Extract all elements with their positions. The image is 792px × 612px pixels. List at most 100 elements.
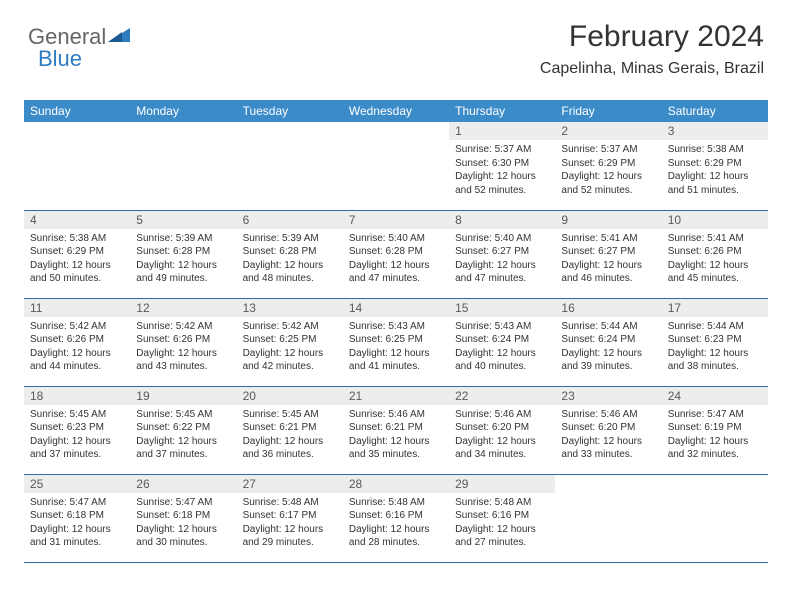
weekday-header: Saturday: [662, 100, 768, 122]
day-cell: 8Sunrise: 5:40 AMSunset: 6:27 PMDaylight…: [449, 210, 555, 298]
day-number: 9: [555, 211, 661, 229]
daylight-line1: Daylight: 12 hours: [561, 347, 655, 361]
day-cell: 7Sunrise: 5:40 AMSunset: 6:28 PMDaylight…: [343, 210, 449, 298]
daylight-line1: Daylight: 12 hours: [30, 347, 124, 361]
day-number: 6: [237, 211, 343, 229]
day-details: Sunrise: 5:48 AMSunset: 6:17 PMDaylight:…: [237, 493, 343, 554]
page-title: February 2024: [540, 20, 764, 54]
sunrise-line: Sunrise: 5:46 AM: [349, 408, 443, 422]
day-cell: 19Sunrise: 5:45 AMSunset: 6:22 PMDayligh…: [130, 386, 236, 474]
weekday-header: Monday: [130, 100, 236, 122]
day-number: 28: [343, 475, 449, 493]
day-details: Sunrise: 5:37 AMSunset: 6:30 PMDaylight:…: [449, 140, 555, 201]
sunrise-line: Sunrise: 5:38 AM: [668, 143, 762, 157]
calendar-table: SundayMondayTuesdayWednesdayThursdayFrid…: [24, 100, 768, 563]
daylight-line1: Daylight: 12 hours: [455, 435, 549, 449]
sunset-line: Sunset: 6:29 PM: [30, 245, 124, 259]
day-details: Sunrise: 5:46 AMSunset: 6:20 PMDaylight:…: [555, 405, 661, 466]
daylight-line2: and 47 minutes.: [455, 272, 549, 286]
sunrise-line: Sunrise: 5:45 AM: [30, 408, 124, 422]
weekday-header: Thursday: [449, 100, 555, 122]
daylight-line1: Daylight: 12 hours: [349, 523, 443, 537]
daylight-line2: and 46 minutes.: [561, 272, 655, 286]
daylight-line1: Daylight: 12 hours: [561, 259, 655, 273]
weekday-header: Tuesday: [237, 100, 343, 122]
day-cell: 10Sunrise: 5:41 AMSunset: 6:26 PMDayligh…: [662, 210, 768, 298]
daylight-line2: and 50 minutes.: [30, 272, 124, 286]
day-cell: 23Sunrise: 5:46 AMSunset: 6:20 PMDayligh…: [555, 386, 661, 474]
sunset-line: Sunset: 6:23 PM: [30, 421, 124, 435]
day-details: Sunrise: 5:47 AMSunset: 6:19 PMDaylight:…: [662, 405, 768, 466]
calendar-row: 4Sunrise: 5:38 AMSunset: 6:29 PMDaylight…: [24, 210, 768, 298]
sunrise-line: Sunrise: 5:44 AM: [668, 320, 762, 334]
day-details: Sunrise: 5:47 AMSunset: 6:18 PMDaylight:…: [130, 493, 236, 554]
day-number: 21: [343, 387, 449, 405]
sunrise-line: Sunrise: 5:48 AM: [243, 496, 337, 510]
empty-cell: [24, 122, 130, 210]
calendar-row: 11Sunrise: 5:42 AMSunset: 6:26 PMDayligh…: [24, 298, 768, 386]
day-cell: 24Sunrise: 5:47 AMSunset: 6:19 PMDayligh…: [662, 386, 768, 474]
daylight-line1: Daylight: 12 hours: [349, 259, 443, 273]
day-details: Sunrise: 5:45 AMSunset: 6:21 PMDaylight:…: [237, 405, 343, 466]
calendar-row: 1Sunrise: 5:37 AMSunset: 6:30 PMDaylight…: [24, 122, 768, 210]
sunset-line: Sunset: 6:27 PM: [561, 245, 655, 259]
day-number: 25: [24, 475, 130, 493]
day-details: Sunrise: 5:40 AMSunset: 6:28 PMDaylight:…: [343, 229, 449, 290]
day-details: Sunrise: 5:37 AMSunset: 6:29 PMDaylight:…: [555, 140, 661, 201]
day-number: 12: [130, 299, 236, 317]
sunrise-line: Sunrise: 5:46 AM: [561, 408, 655, 422]
day-cell: 21Sunrise: 5:46 AMSunset: 6:21 PMDayligh…: [343, 386, 449, 474]
sunrise-line: Sunrise: 5:40 AM: [455, 232, 549, 246]
daylight-line1: Daylight: 12 hours: [30, 435, 124, 449]
day-cell: 13Sunrise: 5:42 AMSunset: 6:25 PMDayligh…: [237, 298, 343, 386]
daylight-line1: Daylight: 12 hours: [243, 435, 337, 449]
daylight-line1: Daylight: 12 hours: [243, 259, 337, 273]
sunset-line: Sunset: 6:17 PM: [243, 509, 337, 523]
daylight-line1: Daylight: 12 hours: [349, 435, 443, 449]
daylight-line1: Daylight: 12 hours: [668, 347, 762, 361]
sunrise-line: Sunrise: 5:48 AM: [455, 496, 549, 510]
daylight-line1: Daylight: 12 hours: [455, 347, 549, 361]
day-details: Sunrise: 5:44 AMSunset: 6:24 PMDaylight:…: [555, 317, 661, 378]
day-cell: 14Sunrise: 5:43 AMSunset: 6:25 PMDayligh…: [343, 298, 449, 386]
sunset-line: Sunset: 6:16 PM: [455, 509, 549, 523]
sunset-line: Sunset: 6:25 PM: [243, 333, 337, 347]
sunrise-line: Sunrise: 5:47 AM: [30, 496, 124, 510]
day-cell: 15Sunrise: 5:43 AMSunset: 6:24 PMDayligh…: [449, 298, 555, 386]
sunrise-line: Sunrise: 5:48 AM: [349, 496, 443, 510]
sunrise-line: Sunrise: 5:41 AM: [668, 232, 762, 246]
daylight-line1: Daylight: 12 hours: [136, 259, 230, 273]
sunset-line: Sunset: 6:24 PM: [455, 333, 549, 347]
day-details: Sunrise: 5:40 AMSunset: 6:27 PMDaylight:…: [449, 229, 555, 290]
day-number: 8: [449, 211, 555, 229]
sunrise-line: Sunrise: 5:39 AM: [136, 232, 230, 246]
daylight-line2: and 34 minutes.: [455, 448, 549, 462]
day-number: 3: [662, 122, 768, 140]
empty-cell: [130, 122, 236, 210]
daylight-line2: and 40 minutes.: [455, 360, 549, 374]
sunset-line: Sunset: 6:26 PM: [136, 333, 230, 347]
daylight-line2: and 28 minutes.: [349, 536, 443, 550]
brand-text-blue: Blue: [38, 46, 82, 71]
sunset-line: Sunset: 6:24 PM: [561, 333, 655, 347]
daylight-line2: and 52 minutes.: [561, 184, 655, 198]
header-right: February 2024 Capelinha, Minas Gerais, B…: [540, 20, 764, 78]
daylight-line1: Daylight: 12 hours: [30, 523, 124, 537]
day-cell: 2Sunrise: 5:37 AMSunset: 6:29 PMDaylight…: [555, 122, 661, 210]
sunset-line: Sunset: 6:16 PM: [349, 509, 443, 523]
sunrise-line: Sunrise: 5:37 AM: [561, 143, 655, 157]
daylight-line1: Daylight: 12 hours: [668, 170, 762, 184]
daylight-line1: Daylight: 12 hours: [136, 523, 230, 537]
weekday-header: Friday: [555, 100, 661, 122]
daylight-line2: and 45 minutes.: [668, 272, 762, 286]
weekday-header-row: SundayMondayTuesdayWednesdayThursdayFrid…: [24, 100, 768, 122]
day-details: Sunrise: 5:48 AMSunset: 6:16 PMDaylight:…: [449, 493, 555, 554]
sunrise-line: Sunrise: 5:47 AM: [136, 496, 230, 510]
sunset-line: Sunset: 6:28 PM: [136, 245, 230, 259]
day-cell: 17Sunrise: 5:44 AMSunset: 6:23 PMDayligh…: [662, 298, 768, 386]
day-number: 2: [555, 122, 661, 140]
location-text: Capelinha, Minas Gerais, Brazil: [540, 60, 764, 78]
day-details: Sunrise: 5:39 AMSunset: 6:28 PMDaylight:…: [237, 229, 343, 290]
day-cell: 1Sunrise: 5:37 AMSunset: 6:30 PMDaylight…: [449, 122, 555, 210]
sunrise-line: Sunrise: 5:46 AM: [455, 408, 549, 422]
